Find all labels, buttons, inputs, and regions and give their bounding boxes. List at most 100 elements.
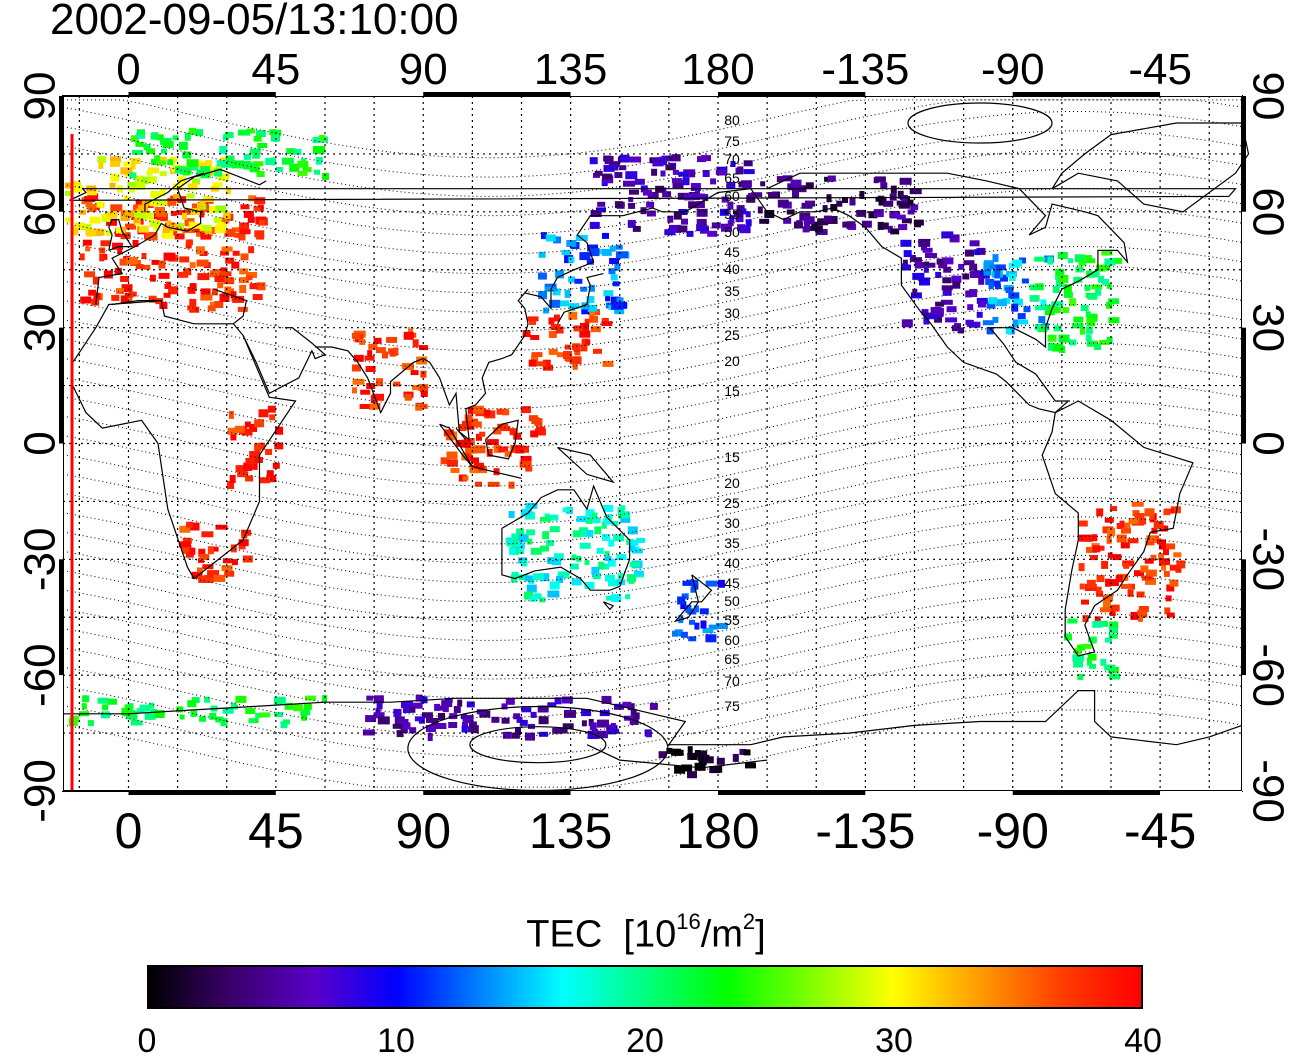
colorbar-tick-40: 40	[1124, 1023, 1162, 1059]
tec-cell	[605, 156, 614, 164]
right-latitude-label: -30	[1244, 528, 1292, 592]
tec-cell	[900, 178, 912, 185]
tec-cell	[1069, 298, 1076, 306]
magnetic-latitude-label: 20	[724, 353, 740, 369]
tec-cell	[167, 198, 176, 206]
tec-cell	[506, 699, 515, 705]
tec-cell	[1040, 299, 1046, 305]
tec-cell	[627, 574, 636, 582]
tec-cell	[502, 409, 509, 415]
tec-cell	[712, 222, 721, 228]
bottom-longitude-label: 135	[529, 803, 612, 859]
tec-cell	[1080, 584, 1085, 590]
tec-cell	[151, 133, 158, 140]
tec-cell	[669, 155, 681, 161]
tec-cell	[632, 549, 643, 554]
tec-cell	[502, 718, 510, 724]
magnetic-latitude-label: 60	[724, 632, 740, 648]
tec-cell	[390, 350, 396, 357]
tec-cell	[1121, 542, 1130, 548]
tec-cell	[856, 210, 866, 217]
tec-cell	[352, 333, 360, 339]
tec-cell	[530, 335, 539, 340]
tec-cell	[409, 707, 415, 713]
tec-cell	[579, 252, 590, 260]
tec-cell	[614, 172, 622, 178]
tec-cell	[82, 703, 87, 709]
tec-cell	[1062, 307, 1069, 313]
tec-cell	[697, 219, 707, 226]
tec-cell	[977, 312, 983, 318]
tec-cell	[150, 275, 156, 282]
tec-cell	[120, 276, 129, 282]
tec-cell	[568, 277, 575, 283]
tec-cell	[602, 174, 612, 180]
tec-cell	[177, 272, 188, 278]
tec-cell	[533, 573, 544, 580]
tec-cell	[145, 713, 156, 720]
tec-cell	[116, 288, 124, 294]
tec-cell	[630, 562, 640, 567]
tec-cell	[240, 204, 249, 209]
tec-cell	[1075, 254, 1085, 262]
tec-cell	[513, 713, 520, 719]
tec-cell	[580, 287, 587, 292]
tec-cell	[233, 251, 240, 256]
tec-cell	[539, 716, 549, 724]
tec-cell	[1059, 335, 1070, 343]
tec-cell	[611, 274, 618, 280]
tec-cell	[313, 146, 325, 153]
tec-cell	[698, 755, 710, 761]
tec-cell	[98, 698, 109, 704]
tec-cell	[136, 264, 144, 269]
tec-cell	[257, 282, 266, 290]
tec-cell	[603, 290, 613, 296]
tec-cell	[745, 762, 756, 768]
tec-cell	[1104, 665, 1115, 671]
tec-cell	[984, 268, 992, 276]
tec-cell	[259, 220, 265, 225]
tec-cell	[1048, 343, 1053, 351]
tec-cell	[931, 307, 942, 314]
tec-cell	[891, 186, 897, 194]
tec-cell	[185, 133, 191, 141]
tec-cell	[707, 231, 717, 237]
tec-cell	[249, 718, 256, 723]
tec-cell	[366, 696, 373, 701]
tec-cell	[540, 517, 551, 522]
tec-cell	[1019, 320, 1028, 325]
tec-cell	[239, 285, 246, 293]
tec-cell	[80, 297, 91, 304]
tec-cell	[538, 273, 547, 280]
tec-cell	[224, 212, 231, 219]
tec-cell	[574, 279, 582, 284]
tec-cell	[890, 212, 900, 219]
tec-cell	[405, 394, 412, 401]
tec-cell	[474, 445, 486, 453]
tec-cell	[890, 228, 899, 234]
tec-cell	[628, 526, 638, 534]
tec-cell	[758, 207, 763, 214]
tec-cell	[232, 160, 244, 168]
tec-cell	[918, 239, 930, 247]
tec-cell	[163, 141, 174, 148]
tec-cell	[1012, 260, 1022, 267]
tec-cell	[367, 350, 372, 357]
left-latitude-label: 60	[16, 187, 65, 236]
tec-cell	[842, 222, 853, 228]
tec-cell	[681, 219, 688, 225]
tec-cell	[229, 411, 234, 419]
tec-cell	[661, 171, 666, 177]
tec-cell	[420, 371, 426, 378]
tec-cell	[988, 297, 997, 304]
tec-cell	[1081, 305, 1089, 311]
border-tick	[276, 791, 423, 795]
tec-cell	[919, 278, 930, 286]
tec-cell	[110, 183, 116, 188]
tec-cell	[532, 352, 543, 357]
tec-cell	[803, 226, 810, 232]
magnetic-latitude-label: 80	[724, 112, 740, 128]
tec-cell	[568, 312, 577, 320]
tec-cell	[1163, 509, 1170, 515]
